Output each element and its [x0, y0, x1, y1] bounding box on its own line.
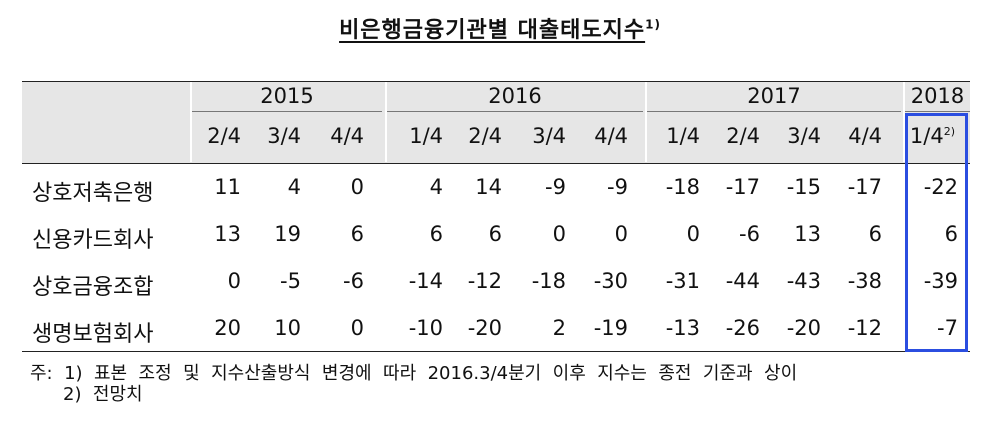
quarter-header: 4/4: [848, 124, 882, 148]
table-cell: -20: [467, 316, 502, 340]
table-cell: -17: [847, 175, 882, 199]
table-cell: 13: [794, 222, 821, 246]
column-separator: [385, 82, 387, 162]
footnote-2: 2) 전망치: [63, 384, 143, 405]
table-cell: -12: [847, 316, 882, 340]
table-title-text: 비은행금융기관별 대출태도지수: [339, 18, 646, 43]
table-cell: -20: [786, 316, 821, 340]
top-rule: [22, 81, 970, 82]
table-cell: 4: [287, 175, 301, 199]
quarter-header: 2/4: [726, 124, 760, 148]
table-cell: -9: [607, 175, 628, 199]
table-cell: -13: [665, 316, 700, 340]
table-cell: 14: [475, 175, 502, 199]
table-cell: 11: [214, 175, 241, 199]
quarter-header: 2/4: [207, 124, 241, 148]
quarter-header: 2/4: [468, 124, 502, 148]
quarter-header: 3/4: [787, 124, 821, 148]
year-underline-2016: [387, 111, 643, 112]
table-title: 비은행금융기관별 대출태도지수1): [0, 12, 1000, 44]
year-underline-2015: [192, 111, 382, 112]
table-cell: 0: [552, 222, 566, 246]
table-cell: 19: [274, 222, 301, 246]
table-cell: 0: [686, 222, 700, 246]
header-bottom-rule: [22, 163, 970, 164]
table-cell: -44: [725, 269, 760, 293]
table-cell: -5: [280, 269, 301, 293]
table-cell: -18: [665, 175, 700, 199]
table-cell: -14: [408, 269, 443, 293]
table-cell: -31: [665, 269, 700, 293]
column-separator: [903, 82, 905, 162]
table-cell: -10: [408, 316, 443, 340]
year-header-2018: 2018: [910, 84, 965, 108]
year-header-2016: 2016: [488, 84, 542, 108]
quarter-header-2018: 1/42): [909, 124, 955, 148]
row-label: 상호금융조합: [32, 275, 154, 300]
table-cell: 0: [614, 222, 628, 246]
year-underline-2017: [647, 111, 901, 112]
row-label: 생명보험회사: [32, 322, 154, 347]
table-cell: -26: [725, 316, 760, 340]
footnote-mark: 2): [943, 125, 955, 138]
footnote-1: 주: 1) 표본 조정 및 지수산출방식 변경에 따라 2016.3/4분기 이…: [30, 363, 798, 384]
table-cell: 10: [274, 316, 301, 340]
quarter-header: 1/4: [409, 124, 443, 148]
year-header-2015: 2015: [260, 84, 314, 108]
table-cell: 2: [552, 316, 566, 340]
table-cell: 20: [214, 316, 241, 340]
quarter-header: 4/4: [330, 124, 364, 148]
table-cell: -18: [531, 269, 566, 293]
header-quarter-band: [22, 111, 970, 163]
table-cell: 0: [350, 175, 364, 199]
table-cell: 6: [944, 222, 958, 246]
table-cell: -19: [593, 316, 628, 340]
quarter-header: 1/4: [666, 124, 700, 148]
table-cell: -6: [343, 269, 364, 293]
table-cell: -22: [923, 175, 958, 199]
highlight-box-2018: [905, 113, 968, 352]
bottom-rule: [22, 351, 970, 352]
year-header-2017: 2017: [747, 84, 801, 108]
table-cell: -43: [786, 269, 821, 293]
table-cell: -7: [937, 316, 958, 340]
table-cell: 6: [429, 222, 443, 246]
table-cell: -39: [923, 269, 958, 293]
row-label: 상호저축은행: [32, 181, 154, 206]
column-separator: [645, 82, 647, 162]
table-cell: 4: [429, 175, 443, 199]
table-cell: 0: [227, 269, 241, 293]
quarter-header: 4/4: [594, 124, 628, 148]
table-cell: 0: [350, 316, 364, 340]
table-cell: -38: [847, 269, 882, 293]
quarter-header: 3/4: [267, 124, 301, 148]
table-cell: 6: [868, 222, 882, 246]
table-cell: -15: [786, 175, 821, 199]
year-underline-2018: [905, 111, 970, 112]
table-cell: 6: [488, 222, 502, 246]
table-cell: -17: [725, 175, 760, 199]
table-cell: 6: [350, 222, 364, 246]
table-cell: -6: [739, 222, 760, 246]
column-separator: [190, 82, 192, 162]
quarter-header: 3/4: [532, 124, 566, 148]
table-cell: 13: [214, 222, 241, 246]
row-label: 신용카드회사: [32, 228, 154, 253]
title-footnote-mark: 1): [645, 17, 661, 32]
table-cell: -30: [593, 269, 628, 293]
table-cell: -12: [467, 269, 502, 293]
header-year-band: [22, 82, 970, 111]
table-cell: -9: [545, 175, 566, 199]
